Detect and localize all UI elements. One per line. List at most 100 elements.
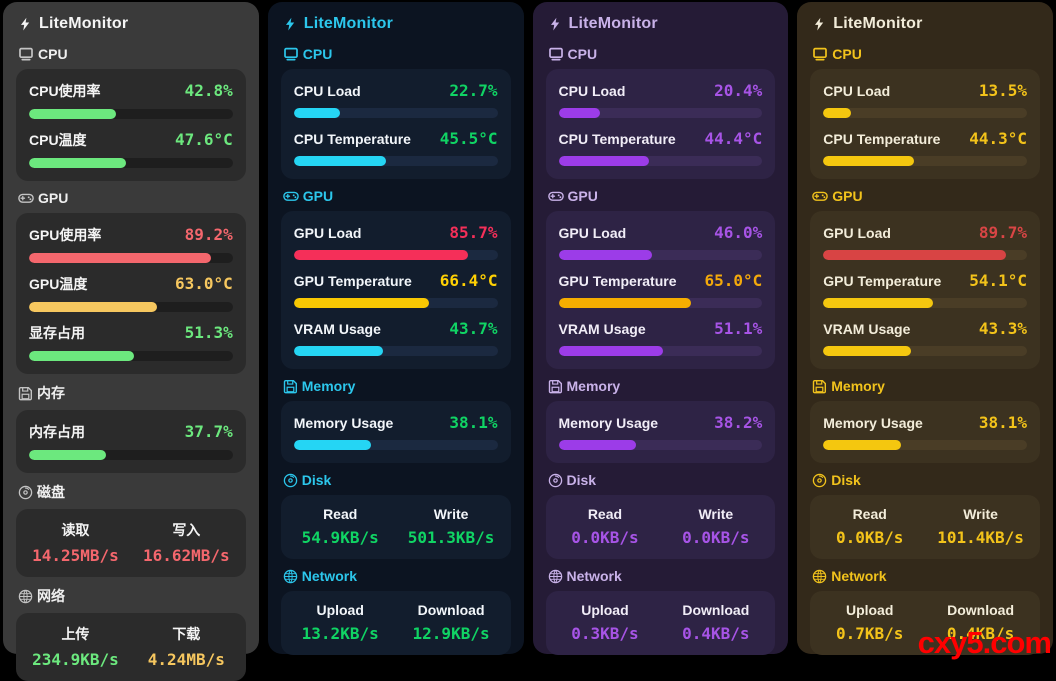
progress-track — [823, 440, 1027, 450]
metric-row: CPU Load 13.5% — [823, 81, 1027, 118]
column-header: Read — [323, 506, 358, 522]
column-value: 0.0KB/s — [835, 528, 904, 547]
section-header-disk: Disk — [548, 472, 776, 488]
metric-label: VRAM Usage — [823, 321, 911, 337]
progress-fill — [823, 156, 914, 166]
metric-row: CPU Temperature 44.4°C — [558, 129, 763, 166]
section-header-disk: 磁盘 — [18, 482, 246, 502]
section-label: 网络 — [37, 588, 65, 604]
disk-column: Read 54.9KB/s — [285, 506, 396, 547]
section-header-gpu: GPU — [547, 188, 776, 204]
globe-icon — [812, 569, 827, 584]
disk-column: Read 0.0KB/s — [550, 506, 661, 547]
network-column: Download 0.4KB/s — [660, 602, 771, 643]
metric-text-row: 内存占用 37.7% — [29, 422, 233, 442]
section-header-cpu: CPU — [283, 46, 511, 62]
metric-value: 66.4°C — [439, 271, 498, 290]
network-card: Upload 0.7KB/s Download 0.4KB/s — [810, 591, 1040, 655]
section-header-memory: Memory — [812, 378, 1040, 394]
metric-value: 47.6°C — [174, 130, 233, 149]
metric-text-row: 显存占用 51.3% — [29, 323, 233, 343]
metric-text-row: Memory Usage 38.1% — [294, 413, 498, 432]
disk-column: 读取 14.25MB/s — [20, 520, 131, 565]
metric-row: GPU Load 85.7% — [293, 223, 498, 260]
metric-text-row: CPU Load 22.7% — [294, 81, 498, 100]
network-card: Upload 13.2KB/s Download 12.9KB/s — [280, 591, 511, 655]
metric-label: Memory Usage — [823, 415, 923, 431]
metric-text-row: Memory Usage 38.1% — [823, 413, 1027, 432]
metric-row: Memory Usage 38.1% — [293, 413, 498, 450]
metric-value: 63.0°C — [174, 274, 233, 293]
gpu-card: GPU Load 89.7% GPU Temperature 54.1°C VRAM U… — [810, 211, 1040, 369]
metric-label: Memory Usage — [293, 415, 394, 431]
section-label: Memory — [831, 378, 885, 394]
metric-label: CPU Load — [823, 83, 891, 99]
column-value: 0.7KB/s — [835, 624, 904, 643]
disk-column: 写入 16.62MB/s — [131, 520, 242, 565]
metric-label: CPU Temperature — [293, 131, 411, 147]
column-header: 写入 — [172, 522, 201, 538]
progress-track — [823, 346, 1027, 356]
progress-track — [293, 250, 498, 260]
progress-track — [293, 108, 498, 118]
section-header-network: 网络 — [18, 586, 246, 606]
progress-track — [558, 346, 763, 356]
metric-label: GPU Temperature — [823, 273, 942, 289]
section-header-disk: Disk — [812, 472, 1040, 488]
progress-track — [29, 302, 233, 312]
column-header: Write — [433, 506, 469, 522]
gpu-card: GPU Load 46.0% GPU Temperature 65.0°C VRAM U… — [545, 211, 776, 369]
metric-row: 内存占用 37.7% — [29, 422, 233, 460]
metric-label: VRAM Usage — [293, 321, 381, 337]
network-column: Upload 0.7KB/s — [814, 602, 925, 643]
metric-text-row: VRAM Usage 43.3% — [823, 319, 1027, 338]
progress-fill — [823, 346, 912, 356]
metric-value: 20.4% — [714, 81, 763, 100]
progress-fill — [293, 346, 383, 356]
metric-value: 54.1°C — [969, 271, 1027, 290]
section-label: GPU — [567, 188, 598, 204]
progress-fill — [558, 298, 691, 308]
section-header-gpu: GPU — [18, 190, 246, 206]
progress-fill — [29, 158, 126, 168]
computer-icon — [18, 46, 34, 62]
disk-card: 读取 14.25MB/s 写入 16.62MB/s — [16, 509, 246, 577]
app-title: LiteMonitor — [18, 15, 246, 33]
section-header-network: Network — [283, 568, 511, 584]
bolt-icon — [18, 16, 32, 32]
network-column: 上传 234.9KB/s — [20, 624, 131, 669]
progress-fill — [293, 156, 387, 166]
progress-fill — [558, 440, 637, 450]
column-value: 0.0KB/s — [571, 528, 639, 547]
disk-column: Write 0.0KB/s — [660, 506, 771, 547]
metric-value: 89.2% — [184, 225, 233, 244]
section-label: 内存 — [37, 385, 65, 401]
metric-row: GPU Temperature 54.1°C — [823, 271, 1027, 308]
section-label: CPU — [38, 46, 68, 62]
section-header-gpu: GPU — [812, 188, 1040, 204]
progress-fill — [823, 440, 901, 450]
app-title: LiteMonitor — [548, 15, 776, 33]
metric-row: CPU Temperature 44.3°C — [823, 129, 1027, 166]
metric-text-row: GPU Load 46.0% — [559, 223, 763, 242]
metric-value: 43.7% — [449, 319, 498, 338]
section-label: 磁盘 — [37, 484, 65, 500]
gamepad-icon — [18, 190, 34, 206]
progress-fill — [558, 346, 663, 356]
column-value: 16.62MB/s — [142, 546, 230, 565]
metric-text-row: Memory Usage 38.2% — [559, 413, 763, 432]
metric-value: 22.7% — [449, 81, 498, 100]
globe-icon — [18, 589, 33, 604]
metric-text-row: GPU Load 89.7% — [823, 223, 1027, 242]
progress-fill — [293, 250, 469, 260]
column-header: Download — [417, 602, 485, 618]
globe-icon — [283, 569, 298, 584]
column-value: 501.3KB/s — [407, 528, 495, 547]
app-title: LiteMonitor — [812, 15, 1040, 33]
metric-row: GPU Temperature 65.0°C — [558, 271, 763, 308]
floppy-icon — [283, 379, 298, 394]
network-column: Upload 0.3KB/s — [550, 602, 661, 643]
column-header: Upload — [581, 602, 629, 618]
progress-track — [29, 158, 233, 168]
column-header: Upload — [845, 602, 894, 618]
